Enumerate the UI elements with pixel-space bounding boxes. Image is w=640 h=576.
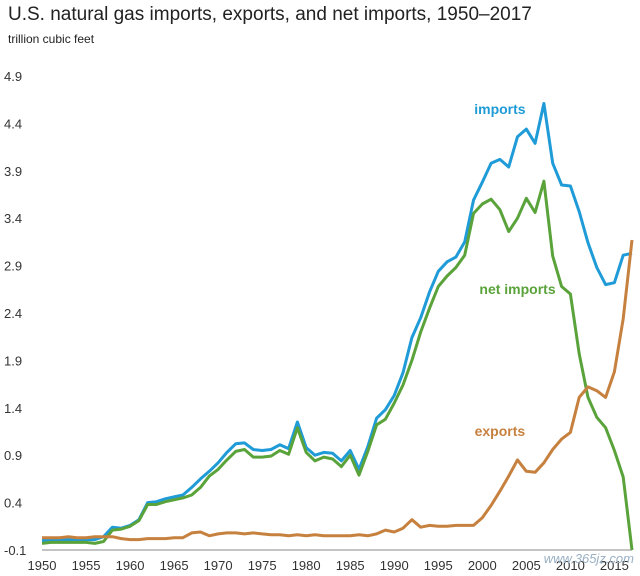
- x-axis-ticks: 1950 1955 1960 1965 1970 1975 1980 1985 1990 1995…: [28, 558, 629, 573]
- x-tick-label: 2000: [468, 558, 497, 573]
- y-tick-label: 1.4: [4, 401, 22, 416]
- y-tick-label: 2.4: [4, 306, 22, 321]
- series-label-imports: imports: [474, 101, 526, 117]
- series-line-net-imports: [41, 179, 634, 551]
- y-tick-label: 4.9: [4, 69, 22, 84]
- series-line-exports: [42, 239, 634, 542]
- x-tick-label: 1985: [336, 558, 365, 573]
- watermark-text: www.365jz.com: [543, 551, 634, 566]
- y-tick-label: 1.9: [4, 353, 22, 368]
- series-line-imports: [42, 102, 633, 542]
- series-label-exports: exports: [475, 423, 526, 439]
- y-tick-label: 2.9: [4, 259, 22, 274]
- y-axis-ticks: -0.1 0.4 0.9 1.4 1.9 2.4 2.9 3.4 3.9 4.4 4.9: [4, 69, 26, 558]
- chart-title: U.S. natural gas imports, exports, and n…: [8, 4, 532, 25]
- x-tick-label: 1960: [116, 558, 145, 573]
- y-tick-label: -0.1: [4, 543, 26, 558]
- y-tick-label: 3.9: [4, 164, 22, 179]
- x-tick-label: 1965: [160, 558, 189, 573]
- x-tick-label: 1970: [204, 558, 233, 573]
- series-label-net-imports: net imports: [479, 281, 555, 297]
- x-tick-label: 1980: [292, 558, 321, 573]
- x-tick-label: 1950: [28, 558, 57, 573]
- series-labels: imports net imports exports: [474, 101, 556, 439]
- x-tick-label: 2005: [512, 558, 541, 573]
- x-tick-label: 2010: [556, 558, 585, 573]
- x-tick-label: 2015: [600, 558, 629, 573]
- chart-subtitle: trillion cubic feet: [8, 32, 95, 46]
- x-tick-label: 1975: [248, 558, 277, 573]
- series-lines: [41, 102, 634, 551]
- y-tick-label: 3.4: [4, 211, 22, 226]
- x-tick-label: 1995: [424, 558, 453, 573]
- x-tick-label: 1955: [72, 558, 101, 573]
- x-tick-label: 1990: [380, 558, 409, 573]
- y-tick-label: 4.4: [4, 116, 22, 131]
- y-tick-label: 0.4: [4, 496, 22, 511]
- y-tick-label: 0.9: [4, 448, 22, 463]
